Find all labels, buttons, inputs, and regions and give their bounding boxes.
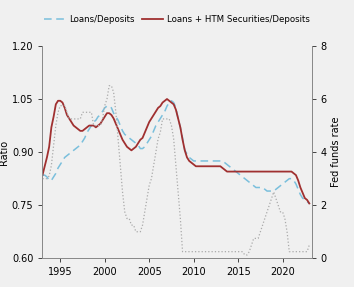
Loans/Deposits — [307, 202, 312, 205]
Fed funds rate — [209, 250, 213, 253]
Fed funds rate — [294, 250, 298, 253]
Line: Loans + HTM Securities/Deposits: Loans + HTM Securities/Deposits — [42, 99, 309, 203]
Loans/Deposits — [40, 173, 45, 177]
Loans/Deposits — [223, 161, 227, 164]
Loans/Deposits — [169, 99, 173, 102]
Loans + HTM Securities/Deposits — [223, 168, 227, 172]
Loans + HTM Securities/Deposits — [40, 173, 45, 177]
Y-axis label: Fed funds rate: Fed funds rate — [331, 117, 341, 187]
Line: Fed funds rate: Fed funds rate — [42, 86, 309, 255]
Loans/Deposits — [154, 124, 158, 127]
Fed funds rate — [67, 117, 71, 121]
Loans + HTM Securities/Deposits — [209, 164, 213, 168]
Loans + HTM Securities/Deposits — [154, 110, 158, 113]
Loans + HTM Securities/Deposits — [103, 115, 107, 119]
Fed funds rate — [40, 177, 45, 181]
Fed funds rate — [156, 137, 160, 141]
Fed funds rate — [307, 243, 312, 247]
Loans + HTM Securities/Deposits — [307, 202, 312, 205]
Fed funds rate — [107, 84, 111, 88]
Loans/Deposits — [103, 106, 107, 110]
Fed funds rate — [243, 253, 247, 257]
Fed funds rate — [103, 104, 107, 107]
Line: Loans/Deposits: Loans/Deposits — [42, 101, 309, 203]
Legend: Loans/Deposits, Loans + HTM Securities/Deposits: Loans/Deposits, Loans + HTM Securities/D… — [41, 12, 313, 28]
Loans/Deposits — [292, 179, 296, 182]
Fed funds rate — [223, 250, 227, 253]
Loans + HTM Securities/Deposits — [292, 172, 296, 175]
Loans + HTM Securities/Deposits — [165, 97, 169, 101]
Loans/Deposits — [67, 152, 71, 156]
Y-axis label: Ratio: Ratio — [0, 139, 9, 165]
Loans/Deposits — [209, 159, 213, 163]
Loans + HTM Securities/Deposits — [67, 117, 71, 120]
